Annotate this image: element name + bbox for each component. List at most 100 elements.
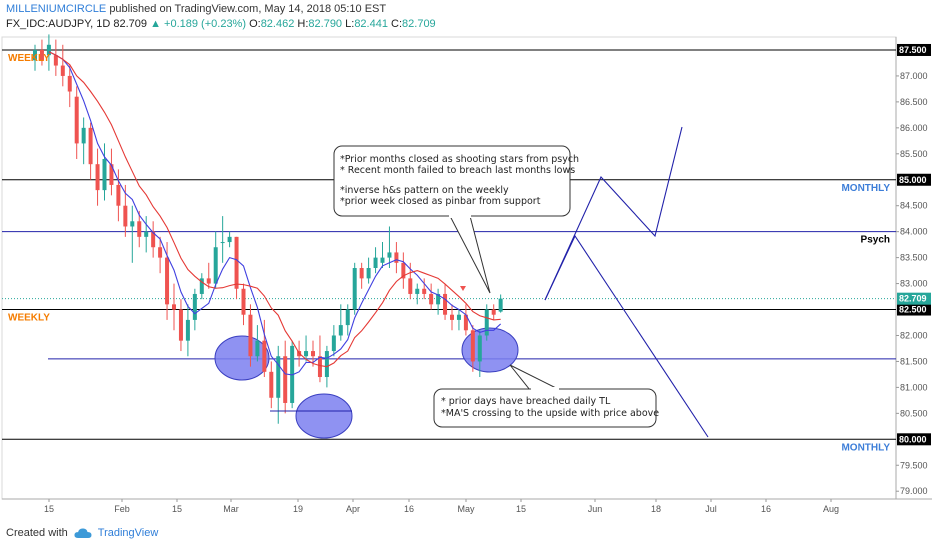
candle-body [165,257,170,305]
time-tick-label: Feb [114,504,130,514]
candle-body [130,221,135,227]
plot-area [1,36,897,500]
candle-body [95,164,100,191]
candle-body [324,351,329,378]
symbol[interactable]: FX_IDC:AUDJPY, 1D [6,18,111,30]
candle-body [463,314,468,331]
horizontal-levels [2,49,896,440]
time-tick-label: Apr [346,504,360,514]
candle-body [450,314,454,320]
price-label-text: 87.500 [899,45,927,55]
candle-body [248,314,253,357]
price-label-box [897,433,931,446]
level-label: WEEKLY [8,53,50,64]
candle-body [109,164,114,185]
candle-body [283,356,288,403]
callout-bottom: * prior days have breached daily TL *MA'… [433,364,659,428]
candle-body [408,278,413,294]
time-tick-label: May [457,504,475,514]
time-tick-label: 15 [516,504,526,514]
open-value: 82.462 [260,18,295,30]
price-label-box [897,173,931,186]
candle-body [380,257,385,263]
candle-body [158,247,163,258]
price-tick-label: 83.000 [900,279,928,289]
candle-body [123,205,128,227]
publish-info: MILLENIUMCIRCLE published on TradingView… [6,3,386,15]
red-marker [460,286,466,291]
candle-body [477,335,482,362]
time-tick-label: 19 [293,504,303,514]
candle-body [192,293,197,320]
price-label-text: 80.000 [899,434,927,444]
candle-body [269,371,274,398]
price-tick-label: 87.000 [900,71,928,81]
candle-body [60,65,65,76]
moving-averages [48,51,502,376]
candle-body [255,340,260,357]
candle-body [227,236,232,243]
price-tick-label: 85.500 [900,149,928,159]
price-label-box [897,43,931,56]
time-tick-label: Jun [588,504,603,514]
price-tick-label: 84.000 [900,227,928,237]
price-tick-label: 84.500 [900,201,928,211]
candle-body [137,221,142,237]
candle-body [387,252,392,258]
candle-body [311,351,315,357]
head-ellipse [295,393,353,439]
annotation-line-2: * Recent month failed to breach last mon… [340,165,575,176]
price-tick-label: 81.000 [900,382,928,392]
price-tick-label: 83.500 [900,253,928,263]
candle-body [401,262,406,279]
candle-body [366,268,371,279]
price-tick-label: 86.500 [900,97,928,107]
bearish-projection [544,234,709,438]
symbol-info: FX_IDC:AUDJPY, 1D 82.709 ▲ +0.189 (+0.23… [6,18,436,30]
candle-body [33,49,37,61]
candle-body [345,309,350,326]
level-label: MONTHLY [841,442,890,453]
candle-body [373,257,378,268]
time-tick-label: 16 [404,504,414,514]
candle-body [39,49,44,61]
candle-body [352,268,357,310]
annotation-line-4: *prior week closed as pinbar from suppor… [340,196,541,207]
current-price-text: 82.709 [899,294,927,304]
candle-body [317,356,322,378]
price-label-text: 85.000 [899,175,927,185]
candle-body [88,127,93,165]
last-price: 82.709 [113,18,148,30]
candle-body [234,236,239,289]
candle-body [304,351,309,357]
price-tick-label: 80.500 [900,408,928,418]
time-tick-label: Mar [223,504,239,514]
pattern-ellipses [214,327,519,439]
left-shoulder-ellipse [214,335,270,381]
tradingview-link[interactable]: TradingView [97,527,159,539]
high-label: H: [297,18,309,30]
time-tick-label: 18 [651,504,661,514]
candle-body [262,340,267,372]
annotation-line-5: * prior days have breached daily TL [441,396,611,407]
time-axis: 15 Feb 15 Mar 19 Apr 16 May 15 Jun 18 Jul 16 Aug [44,499,839,514]
price-tick-label: 79.000 [900,486,928,496]
candle-body [491,309,496,315]
time-tick-label: 15 [172,504,182,514]
author-link[interactable]: MILLENIUMCIRCLE [6,3,107,15]
low-label: L: [345,18,355,30]
ma-slow-line [48,51,501,368]
candle-body [456,314,461,320]
candle-body [484,309,489,336]
candle-body [220,242,225,244]
candle-body [172,304,176,310]
price-tick-label: 82.000 [900,330,928,340]
created-with-text: Created with [6,527,68,539]
high-value: 82.790 [308,18,343,30]
candle-body [151,231,156,248]
candle-body [429,293,434,305]
candle-body [102,158,107,191]
footer: Created with TradingView [6,527,158,539]
level-labels: WEEKLY MONTHLY Psych WEEKLY MONTHLY [8,53,890,453]
